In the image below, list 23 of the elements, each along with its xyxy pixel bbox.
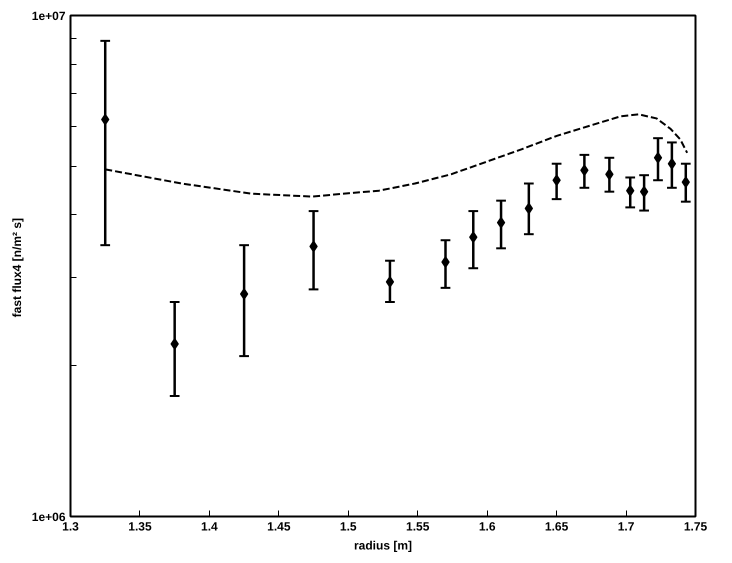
x-tick-label: 1.75 bbox=[684, 520, 708, 534]
x-tick-label: 1.6 bbox=[478, 520, 496, 534]
point bbox=[640, 186, 648, 198]
point bbox=[552, 174, 561, 186]
point bbox=[668, 158, 676, 170]
x-tick-label: 1.65 bbox=[544, 520, 569, 534]
y-tick-label: 1e+07 bbox=[32, 9, 66, 23]
point bbox=[309, 240, 318, 252]
point bbox=[580, 164, 589, 176]
x-tick-label: 1.5 bbox=[340, 520, 357, 534]
x-tick-label: 1.45 bbox=[267, 520, 291, 534]
point bbox=[605, 168, 614, 180]
point bbox=[240, 288, 248, 300]
x-axis-title: radius [m] bbox=[354, 538, 412, 552]
x-tick-label: 1.4 bbox=[201, 520, 218, 534]
x-tick-label: 1.55 bbox=[406, 520, 430, 534]
y-axis-title: fast flux4 [n/m² s] bbox=[10, 218, 24, 318]
point bbox=[654, 152, 662, 164]
point bbox=[386, 276, 394, 288]
x-tick-label: 1.7 bbox=[618, 520, 635, 534]
point bbox=[441, 256, 450, 268]
x-tick-label: 1.35 bbox=[128, 520, 152, 534]
point bbox=[496, 216, 506, 229]
